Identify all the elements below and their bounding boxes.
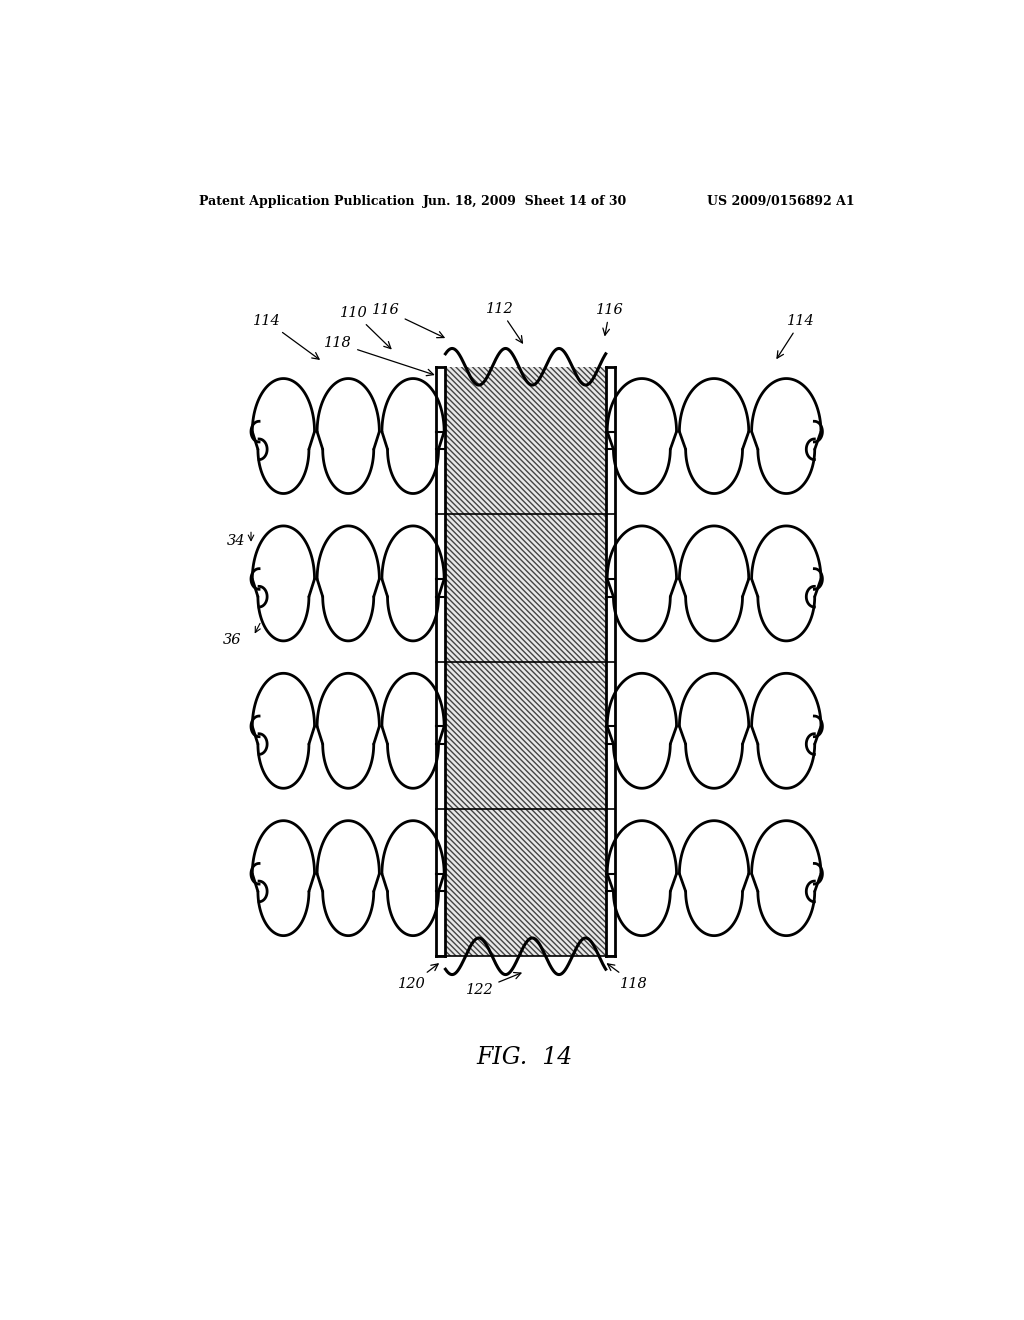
- Text: 114: 114: [253, 314, 319, 359]
- Text: 120: 120: [398, 964, 438, 991]
- Text: Jun. 18, 2009  Sheet 14 of 30: Jun. 18, 2009 Sheet 14 of 30: [423, 195, 627, 209]
- Bar: [436, 367, 615, 956]
- Text: US 2009/0156892 A1: US 2009/0156892 A1: [707, 195, 854, 209]
- Text: 36: 36: [223, 634, 242, 647]
- Bar: [445, 367, 606, 956]
- Text: 116: 116: [372, 302, 444, 338]
- Text: 116: 116: [596, 302, 624, 335]
- Text: 122: 122: [466, 973, 521, 997]
- Text: Patent Application Publication: Patent Application Publication: [200, 195, 415, 209]
- Text: FIG.  14: FIG. 14: [477, 1047, 572, 1069]
- Text: 118: 118: [607, 964, 648, 991]
- Text: 118: 118: [325, 337, 433, 376]
- Text: 114: 114: [777, 314, 815, 358]
- Text: 112: 112: [485, 302, 522, 343]
- Text: 110: 110: [340, 306, 391, 348]
- Text: 34: 34: [227, 533, 246, 548]
- Bar: [445, 367, 606, 956]
